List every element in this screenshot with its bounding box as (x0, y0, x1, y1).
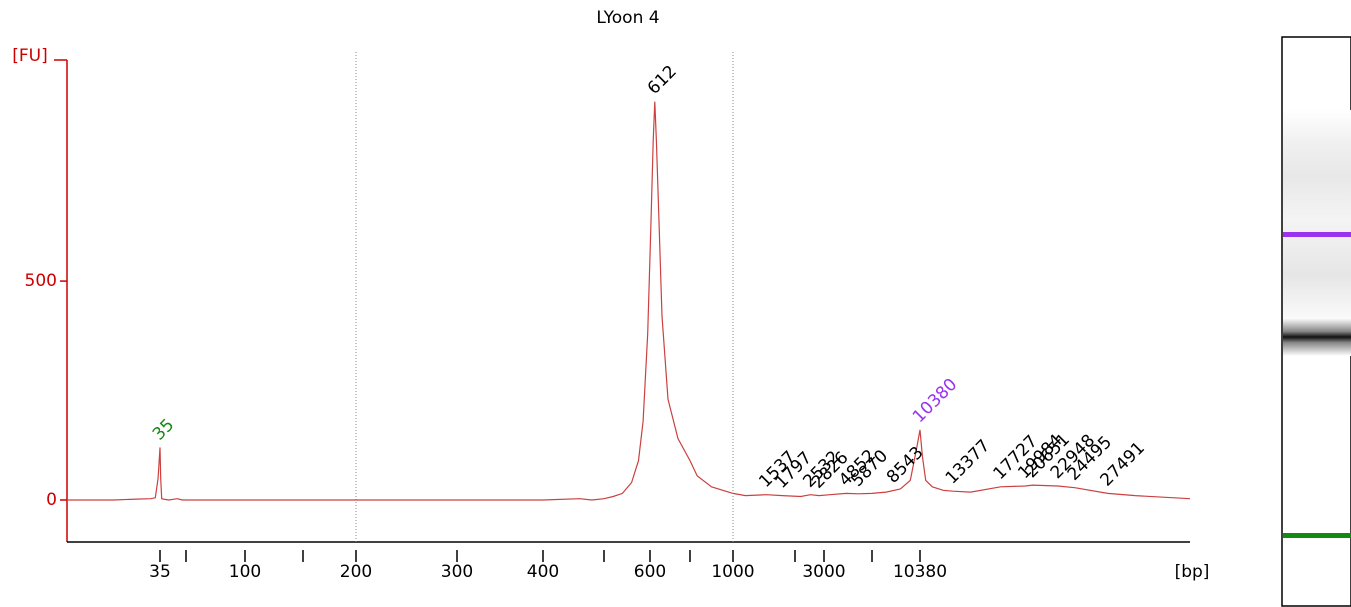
x-tick-label: 3000 (802, 562, 845, 582)
y-tick-label: 0 (46, 490, 57, 510)
y-axis-label: [FU] (12, 46, 48, 66)
gel-upper-marker (1283, 232, 1351, 237)
x-tick-label: 35 (149, 562, 171, 582)
y-tick-label: 500 (25, 271, 57, 291)
peak-label: 35 (149, 415, 178, 444)
x-tick-label: 100 (229, 562, 261, 582)
x-tick-label: 200 (340, 562, 372, 582)
x-tick-label: 10380 (893, 562, 947, 582)
x-axis-label: [bp] (1175, 562, 1210, 582)
gel-lower-marker (1283, 533, 1351, 538)
x-tick-label: 600 (634, 562, 666, 582)
peak-label: 8543 (883, 443, 928, 488)
peak-label: 13377 (942, 436, 994, 488)
x-tick-label: 1000 (711, 562, 754, 582)
chart-title: LYoon 4 (596, 8, 659, 28)
x-tick-label: 400 (527, 562, 559, 582)
gel-band (1283, 318, 1351, 356)
peak-label: 10380 (909, 375, 961, 427)
x-tick-label: 300 (441, 562, 473, 582)
peak-label: 612 (644, 62, 681, 99)
gel-lane (1281, 36, 1351, 607)
gel-smear (1283, 110, 1351, 330)
trace (67, 101, 1191, 501)
